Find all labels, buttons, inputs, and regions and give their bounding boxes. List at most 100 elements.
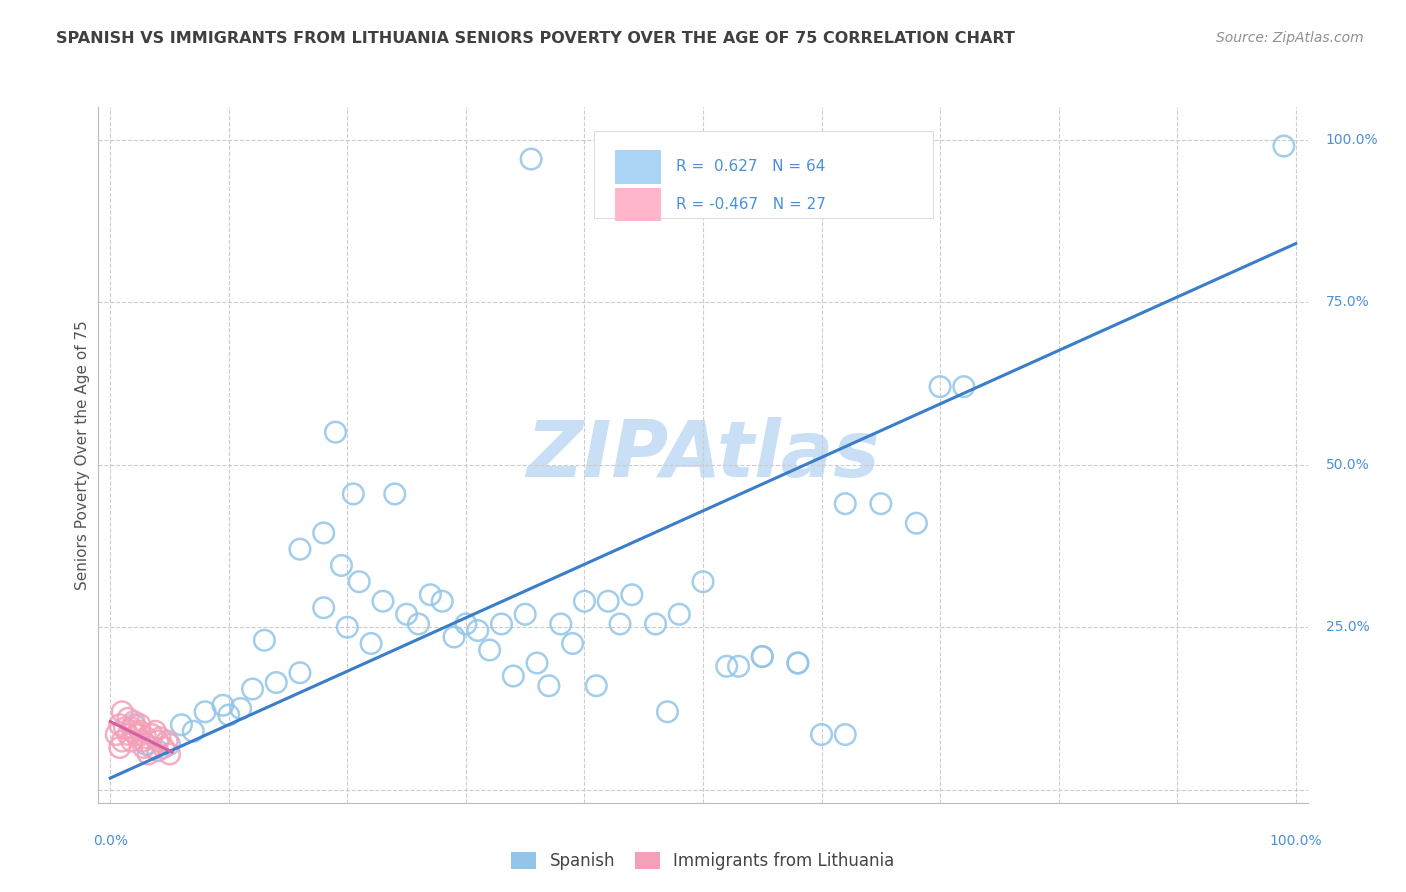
Point	[491, 617, 513, 632]
Point	[122, 714, 145, 729]
Point	[117, 727, 139, 741]
Point	[432, 594, 454, 608]
Point	[141, 727, 163, 741]
Point	[371, 594, 394, 608]
Point	[834, 727, 856, 741]
Point	[146, 744, 169, 758]
Point	[105, 727, 128, 741]
Point	[114, 721, 136, 735]
Point	[520, 152, 543, 166]
Point	[526, 656, 548, 670]
Point	[598, 594, 620, 608]
Point	[478, 643, 501, 657]
Point	[159, 737, 181, 751]
Point	[929, 379, 952, 393]
Point	[869, 497, 891, 511]
Point	[108, 718, 131, 732]
Point	[141, 740, 163, 755]
Point	[537, 679, 560, 693]
Text: 100.0%: 100.0%	[1270, 834, 1322, 848]
Text: SPANISH VS IMMIGRANTS FROM LITHUANIA SENIORS POVERTY OVER THE AGE OF 75 CORRELAT: SPANISH VS IMMIGRANTS FROM LITHUANIA SEN…	[56, 31, 1015, 46]
Point	[288, 542, 311, 557]
Point	[751, 649, 773, 664]
Point	[129, 724, 152, 739]
Point	[384, 487, 406, 501]
Text: 0.0%: 0.0%	[93, 834, 128, 848]
Point	[716, 659, 738, 673]
Point	[1272, 139, 1295, 153]
Point	[135, 731, 157, 745]
Point	[136, 747, 159, 761]
Point	[122, 724, 145, 739]
Point	[443, 630, 465, 644]
Point	[502, 669, 524, 683]
Text: 75.0%: 75.0%	[1326, 295, 1369, 310]
Text: 25.0%: 25.0%	[1326, 620, 1369, 634]
FancyBboxPatch shape	[595, 131, 932, 219]
Text: R =  0.627   N = 64: R = 0.627 N = 64	[676, 160, 825, 174]
Bar	[614, 188, 661, 221]
Point	[330, 558, 353, 573]
Point	[111, 734, 134, 748]
Point	[181, 724, 204, 739]
Point	[834, 497, 856, 511]
Point	[129, 718, 152, 732]
Point	[149, 731, 172, 745]
Point	[132, 734, 155, 748]
Point	[159, 747, 181, 761]
Point	[229, 701, 252, 715]
Point	[585, 679, 607, 693]
Point	[751, 649, 773, 664]
Point	[561, 636, 583, 650]
Text: Source: ZipAtlas.com: Source: ZipAtlas.com	[1216, 31, 1364, 45]
Text: 100.0%: 100.0%	[1326, 133, 1378, 146]
Point	[360, 636, 382, 650]
Text: ZIPAtlas: ZIPAtlas	[526, 417, 880, 493]
Point	[132, 740, 155, 755]
Legend: Spanish, Immigrants from Lithuania: Spanish, Immigrants from Lithuania	[506, 847, 900, 875]
Bar	[614, 150, 661, 184]
Point	[122, 718, 145, 732]
Point	[952, 379, 974, 393]
Point	[454, 617, 477, 632]
Point	[395, 607, 418, 622]
Point	[288, 665, 311, 680]
Point	[620, 588, 643, 602]
Point	[312, 600, 335, 615]
Point	[786, 656, 808, 670]
Point	[609, 617, 631, 632]
Point	[152, 740, 174, 755]
Point	[264, 675, 287, 690]
Point	[194, 705, 217, 719]
Point	[121, 734, 143, 748]
Point	[644, 617, 666, 632]
Point	[786, 656, 808, 670]
Point	[347, 574, 370, 589]
Point	[467, 624, 489, 638]
Point	[146, 734, 169, 748]
Point	[336, 620, 359, 634]
Point	[135, 737, 157, 751]
Point	[550, 617, 572, 632]
Point	[170, 718, 193, 732]
Point	[408, 617, 430, 632]
Point	[218, 708, 240, 723]
Point	[574, 594, 596, 608]
Point	[125, 727, 148, 741]
Point	[242, 681, 264, 696]
Point	[668, 607, 690, 622]
Point	[905, 516, 928, 531]
Point	[143, 724, 166, 739]
Point	[117, 711, 139, 725]
Point	[727, 659, 749, 673]
Text: 50.0%: 50.0%	[1326, 458, 1369, 472]
Point	[515, 607, 537, 622]
Point	[325, 425, 347, 439]
Point	[810, 727, 832, 741]
Point	[342, 487, 364, 501]
Point	[253, 633, 276, 648]
Point	[121, 721, 143, 735]
Point	[212, 698, 235, 713]
Point	[108, 740, 131, 755]
Text: R = -0.467   N = 27: R = -0.467 N = 27	[676, 197, 827, 212]
